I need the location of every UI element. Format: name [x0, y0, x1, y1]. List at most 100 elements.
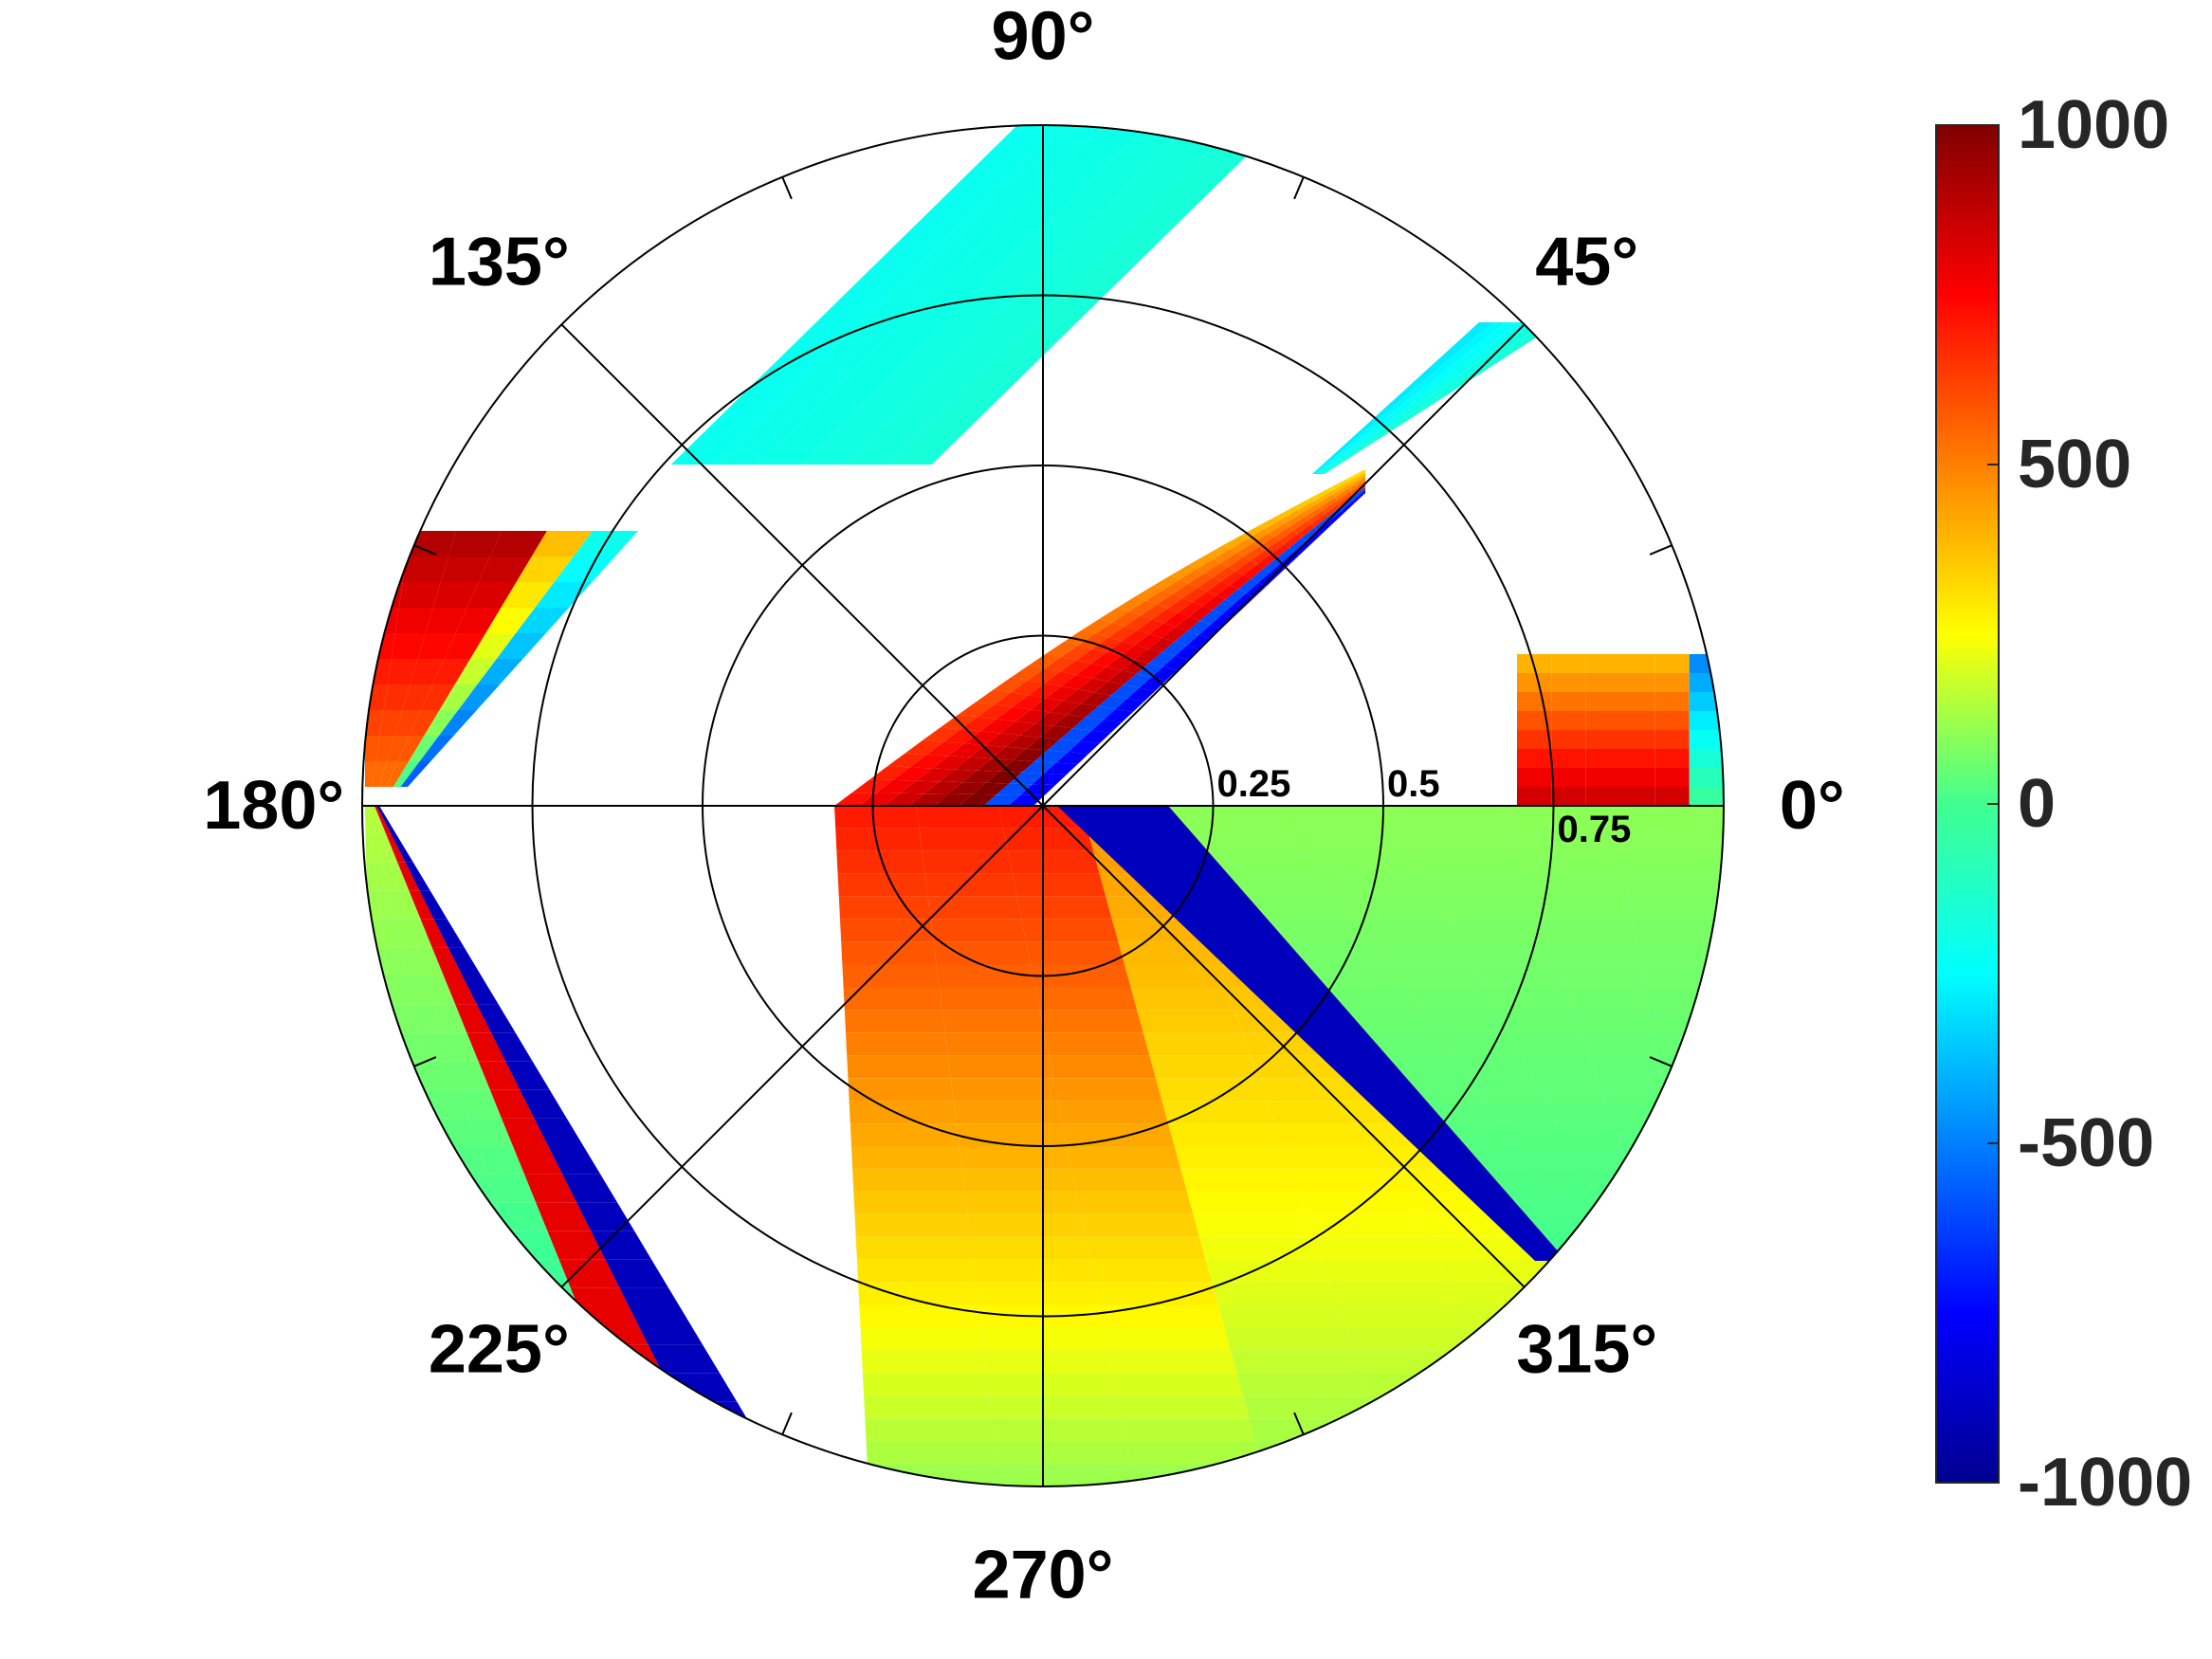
upper-outer-band — [830, 408, 904, 436]
lower-central-band — [1052, 1078, 1162, 1102]
lower-left-band — [399, 947, 426, 976]
lower-right-band — [1347, 1011, 1439, 1033]
lower-right-band — [1248, 988, 1348, 1011]
inner-lobe-segment — [1310, 514, 1327, 528]
lower-right-band — [1581, 1033, 1656, 1056]
inner-lobe-segment — [1013, 748, 1048, 762]
inner-lobe-segment — [934, 793, 973, 806]
lower-left-band — [370, 806, 381, 834]
outer-left-lobe — [379, 710, 403, 736]
lower-left-band — [605, 1373, 677, 1402]
lower-left-band — [413, 1202, 461, 1231]
angle-tick-label: 45° — [1535, 224, 1638, 300]
outer-left-lobe — [406, 531, 456, 556]
inner-lobe-segment — [1293, 520, 1311, 535]
inner-lobe-segment — [994, 692, 1029, 707]
lower-left-band — [375, 806, 392, 834]
lower-central-band — [1212, 1282, 1338, 1305]
lower-left-band — [416, 1231, 467, 1260]
upper-outer-band — [975, 351, 1049, 379]
upper-outer-band — [873, 408, 947, 436]
inner-lobe-segment — [1091, 666, 1122, 682]
lower-right-band — [1391, 1124, 1468, 1147]
inner-lobe-segment — [1029, 653, 1062, 668]
inner-lobe-segment — [1237, 578, 1259, 593]
inner-lobe-segment — [1128, 600, 1158, 616]
inner-lobe-segment — [1170, 565, 1197, 580]
inner-lobe-segment — [1045, 656, 1077, 672]
upper-outer-band — [1106, 180, 1179, 209]
upper-outer-band — [1135, 152, 1208, 180]
lower-central-band — [1258, 1078, 1371, 1102]
lower-central-band — [967, 1213, 1086, 1237]
lower-left-band — [374, 862, 389, 891]
lower-left-band — [381, 862, 399, 891]
outer-zero-lobe — [1689, 673, 1724, 692]
lower-central-band — [1205, 1259, 1330, 1283]
upper-outer-band — [859, 379, 932, 408]
inner-lobe-segment — [1094, 681, 1124, 696]
lower-central-band — [1007, 850, 1100, 874]
inner-lobe-segment — [1289, 538, 1307, 552]
lower-right-band — [1640, 965, 1724, 988]
outer-left-lobe — [402, 556, 448, 582]
lower-right-band — [1105, 851, 1229, 874]
inner-lobe-segment — [977, 704, 1013, 720]
outer-left-lobe — [444, 633, 486, 659]
upper-right-sliver — [1470, 322, 1507, 341]
inner-lobe-segment — [939, 769, 978, 783]
inner-lobe-segment — [1314, 517, 1330, 532]
angle-tick-label: 315° — [1516, 1312, 1657, 1388]
inner-lobe-segment — [1273, 526, 1294, 541]
inner-lobe-segment — [1216, 585, 1238, 600]
inner-lobe-segment — [892, 767, 933, 781]
lower-left-band — [370, 1061, 401, 1090]
lower-central-band — [1085, 1236, 1206, 1260]
lower-central-band — [956, 1123, 1068, 1146]
lower-left-band — [616, 1401, 691, 1431]
lower-left-band — [375, 833, 390, 863]
lower-central-band — [1353, 1350, 1487, 1374]
lower-right-band — [1343, 897, 1451, 920]
outer-zero-lobe — [1689, 692, 1724, 711]
lower-left-band — [476, 1004, 516, 1033]
upper-right-sliver — [1437, 341, 1471, 360]
grid-spoke — [560, 805, 1044, 1288]
outer-zero-lobe — [1517, 768, 1552, 787]
outer-zero-lobe — [1551, 673, 1586, 692]
upper-right-sliver — [1448, 341, 1483, 360]
lower-central-band — [1130, 1464, 1269, 1486]
inner-lobe-segment — [1047, 738, 1080, 753]
lower-left-band — [605, 1259, 669, 1288]
lower-central-band — [842, 964, 940, 988]
inner-lobe-segment — [954, 757, 992, 771]
lower-left-band — [442, 1032, 479, 1062]
lower-central-band — [1116, 1395, 1250, 1419]
inner-lobe-segment — [1301, 503, 1320, 518]
upper-right-sliver — [1494, 322, 1533, 341]
lower-right-band — [1672, 1147, 1724, 1170]
upper-outer-band — [917, 322, 991, 351]
outer-left-lobe — [439, 684, 478, 710]
inner-lobe-segment — [1319, 497, 1337, 511]
upper-outer-band — [903, 379, 976, 408]
lower-right-band — [1439, 1170, 1508, 1193]
lower-central-band — [855, 1236, 974, 1260]
outer-left-lobe — [394, 608, 433, 633]
lower-central-band — [1026, 941, 1125, 965]
outer-left-lobe — [454, 659, 497, 684]
lower-central-band — [1329, 1282, 1458, 1305]
lower-central-band — [1193, 1213, 1314, 1237]
lower-right-band — [1533, 1079, 1605, 1102]
lower-central-band — [1118, 941, 1219, 965]
inner-lobe-segment — [1044, 671, 1077, 686]
outer-left-lobe — [478, 556, 532, 582]
outer-zero-lobe — [1654, 673, 1690, 692]
outer-left-lobe — [424, 710, 459, 736]
lower-left-band — [372, 1174, 414, 1203]
lower-central-band — [858, 1282, 979, 1305]
lower-left-band — [497, 1401, 566, 1431]
lower-left-band — [386, 833, 406, 863]
lower-right-band — [1487, 1170, 1550, 1193]
outer-left-lobe — [466, 582, 517, 608]
